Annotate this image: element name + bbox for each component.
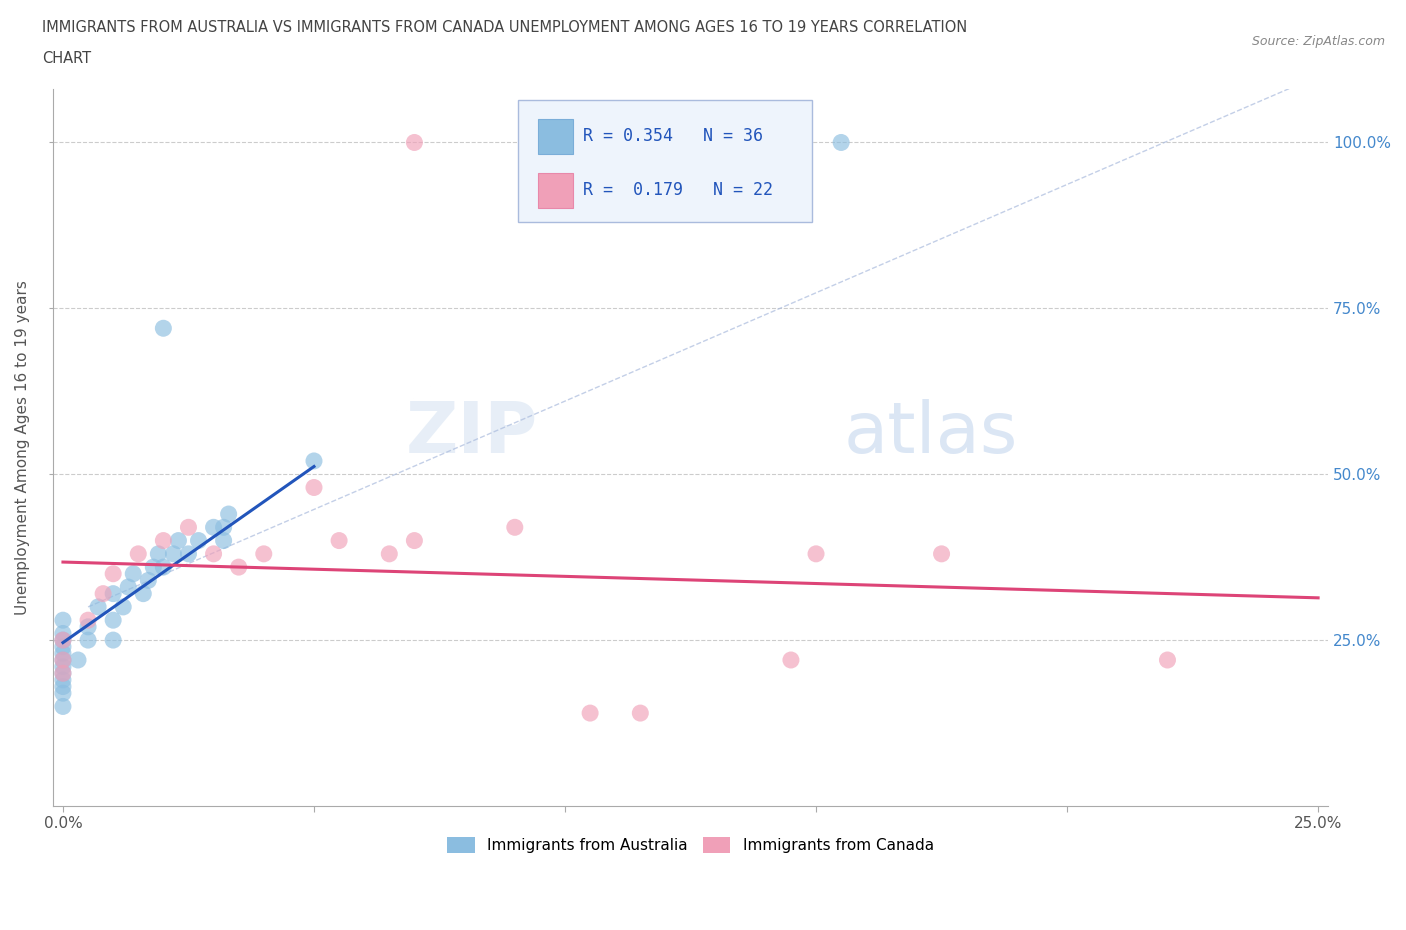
- Point: [117, 579, 139, 594]
- Point: [167, 533, 190, 548]
- Point: [132, 586, 155, 601]
- Text: atlas: atlas: [844, 399, 1018, 468]
- Point: [101, 566, 124, 581]
- Point: [91, 586, 114, 601]
- Point: [1156, 653, 1178, 668]
- Point: [202, 547, 225, 562]
- Point: [202, 520, 225, 535]
- Point: [780, 653, 803, 668]
- Point: [162, 547, 184, 562]
- Point: [52, 672, 75, 687]
- Point: [503, 520, 526, 535]
- Point: [212, 533, 235, 548]
- FancyBboxPatch shape: [519, 100, 811, 222]
- Point: [187, 533, 209, 548]
- Point: [253, 547, 276, 562]
- Point: [127, 547, 149, 562]
- Point: [52, 639, 75, 654]
- Text: R = 0.354   N = 36: R = 0.354 N = 36: [583, 126, 763, 145]
- Point: [52, 626, 75, 641]
- Point: [66, 653, 89, 668]
- Point: [177, 547, 200, 562]
- Point: [52, 632, 75, 647]
- Point: [77, 613, 100, 628]
- Point: [52, 666, 75, 681]
- Point: [212, 520, 235, 535]
- Legend: Immigrants from Australia, Immigrants from Canada: Immigrants from Australia, Immigrants fr…: [441, 831, 939, 859]
- Point: [177, 520, 200, 535]
- Point: [52, 613, 75, 628]
- Point: [152, 321, 174, 336]
- Point: [804, 547, 827, 562]
- Point: [152, 560, 174, 575]
- Point: [52, 653, 75, 668]
- Point: [931, 547, 953, 562]
- Point: [52, 699, 75, 714]
- Point: [122, 566, 145, 581]
- Y-axis label: Unemployment Among Ages 16 to 19 years: Unemployment Among Ages 16 to 19 years: [15, 280, 30, 615]
- Point: [579, 706, 602, 721]
- Point: [378, 547, 401, 562]
- Point: [830, 135, 852, 150]
- Point: [87, 600, 110, 615]
- Text: Source: ZipAtlas.com: Source: ZipAtlas.com: [1251, 35, 1385, 48]
- Point: [228, 560, 250, 575]
- Point: [52, 659, 75, 674]
- Point: [77, 619, 100, 634]
- Text: R =  0.179   N = 22: R = 0.179 N = 22: [583, 180, 773, 199]
- Point: [52, 653, 75, 668]
- Point: [52, 666, 75, 681]
- Text: CHART: CHART: [42, 51, 91, 66]
- Point: [404, 135, 426, 150]
- Point: [52, 679, 75, 694]
- Point: [628, 706, 651, 721]
- Point: [101, 586, 124, 601]
- Point: [112, 600, 135, 615]
- Point: [218, 507, 240, 522]
- Point: [52, 632, 75, 647]
- Point: [77, 632, 100, 647]
- Point: [152, 533, 174, 548]
- Point: [328, 533, 350, 548]
- Text: ZIP: ZIP: [405, 399, 537, 468]
- Point: [404, 533, 426, 548]
- Point: [302, 480, 325, 495]
- Point: [148, 547, 170, 562]
- Bar: [537, 173, 574, 207]
- Point: [136, 573, 159, 588]
- Point: [302, 454, 325, 469]
- Point: [101, 613, 124, 628]
- Point: [142, 560, 165, 575]
- Text: IMMIGRANTS FROM AUSTRALIA VS IMMIGRANTS FROM CANADA UNEMPLOYMENT AMONG AGES 16 T: IMMIGRANTS FROM AUSTRALIA VS IMMIGRANTS …: [42, 20, 967, 35]
- Point: [52, 685, 75, 700]
- Bar: [537, 119, 574, 153]
- Point: [101, 632, 124, 647]
- Point: [52, 646, 75, 661]
